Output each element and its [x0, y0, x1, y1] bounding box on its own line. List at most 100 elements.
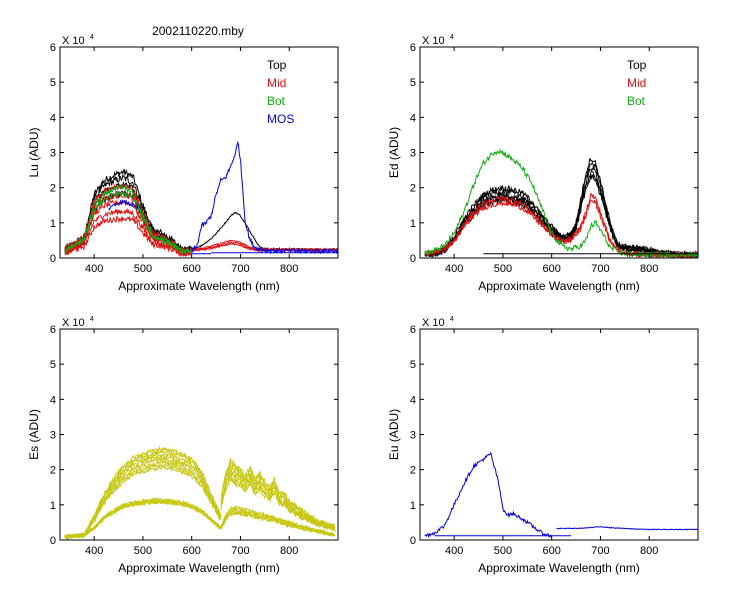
- ed-legend-mid: Mid: [627, 76, 646, 90]
- es-multiplier: X 10: [62, 317, 85, 329]
- es-series-es-2-5: [220, 473, 336, 532]
- ed-xtick-label-700: 700: [591, 263, 609, 275]
- eu-ytick-label-3: 3: [410, 430, 416, 442]
- ed-ytick-label-5: 5: [410, 77, 416, 89]
- ed-xtick-label-500: 500: [494, 263, 512, 275]
- lu-series-top-1-0: [191, 211, 338, 251]
- lu-xtick-label-800: 800: [280, 263, 298, 275]
- lu-legend-top: Top: [267, 58, 287, 72]
- es-series-es-1-4: [64, 500, 221, 539]
- lu-xtick-label-700: 700: [231, 263, 249, 275]
- ed-xtick-label-400: 400: [445, 263, 463, 275]
- lu-ytick-label-2: 2: [50, 183, 56, 195]
- panel-ed: 400 500 600 700 800 0 1 2 3 4 5 6 X 10 4 Approximate W…: [387, 34, 699, 293]
- lu-xlabel: Approximate Wavelength (nm): [118, 279, 280, 293]
- lu-ytick-label-3: 3: [50, 148, 56, 160]
- ed-multiplier: X 10: [422, 35, 445, 47]
- ed-legend-top: Top: [627, 58, 647, 72]
- ed-xlabel: Approximate Wavelength (nm): [478, 279, 640, 293]
- ed-multiplier-exponent: 4: [450, 34, 454, 41]
- eu-ytick-label-2: 2: [410, 465, 416, 477]
- ed-ytick-label-2: 2: [410, 183, 416, 195]
- eu-ylabel: Eu (ADU): [387, 409, 401, 460]
- eu-ytick-label-0: 0: [410, 535, 416, 547]
- eu-ytick-label-6: 6: [410, 324, 416, 336]
- es-series-es-0-7: [64, 465, 221, 540]
- eu-xtick-label-800: 800: [640, 545, 658, 557]
- es-xlabel: Approximate Wavelength (nm): [118, 561, 280, 575]
- panel-es: 400 500 600 700 800 0 1 2 3 4 5 6 X 10 4 Approximate W…: [27, 316, 339, 575]
- lu-series-group: [64, 140, 338, 258]
- ed-ytick-label-3: 3: [410, 148, 416, 160]
- es-ytick-label-2: 2: [50, 465, 56, 477]
- ed-ytick-label-6: 6: [410, 42, 416, 54]
- ed-ytick-label-4: 4: [410, 112, 416, 124]
- eu-series-eu-0-0: [424, 451, 552, 539]
- lu-ylabel: Lu (ADU): [27, 127, 41, 177]
- figure-title: 2002110220.mby: [152, 24, 244, 38]
- ed-legend-bot: Bot: [627, 94, 646, 108]
- es-multiplier-exponent: 4: [90, 316, 94, 323]
- panel-lu: 400 500 600 700 800 0 1 2 3 4 5 6 X 10 4 Approximate W…: [27, 34, 339, 293]
- eu-xtick-label-400: 400: [445, 545, 463, 557]
- es-xtick-label-700: 700: [231, 545, 249, 557]
- es-ytick-label-3: 3: [50, 430, 56, 442]
- lu-legend-mos: MOS: [267, 112, 294, 126]
- ed-series-top-0-2: [424, 165, 698, 258]
- es-ytick-label-1: 1: [50, 500, 56, 512]
- ed-series-top-0-3: [424, 169, 698, 258]
- lu-series-mid-2-4: [64, 215, 192, 258]
- lu-ytick-label-1: 1: [50, 218, 56, 230]
- es-series-group: [64, 445, 336, 540]
- es-xtick-label-400: 400: [85, 545, 103, 557]
- lu-ytick-label-6: 6: [50, 42, 56, 54]
- lu-multiplier: X 10: [62, 35, 85, 47]
- panel-eu: 400 500 600 700 800 0 1 2 3 4 5 6 X 10 4 Approximate W…: [387, 316, 699, 575]
- lu-series-mos-6-0: [191, 140, 338, 255]
- eu-ytick-label-4: 4: [410, 394, 416, 406]
- lu-axes-frame: [59, 46, 339, 259]
- es-ytick-label-5: 5: [50, 359, 56, 371]
- ed-ytick-label-1: 1: [410, 218, 416, 230]
- es-series-es-2-4: [220, 469, 336, 531]
- ed-ylabel: Ed (ADU): [387, 127, 401, 178]
- es-xtick-label-500: 500: [134, 545, 152, 557]
- lu-legend-mid: Mid: [267, 76, 286, 90]
- lu-series-mos-5-0: [108, 199, 139, 211]
- eu-ytick-label-5: 5: [410, 359, 416, 371]
- eu-xlabel: Approximate Wavelength (nm): [478, 561, 640, 575]
- eu-series-eu-2-0: [556, 526, 698, 531]
- lu-legend-bot: Bot: [267, 94, 286, 108]
- eu-xtick-label-600: 600: [543, 545, 561, 557]
- lu-series-mid-2-3: [64, 207, 192, 257]
- es-xtick-label-600: 600: [183, 545, 201, 557]
- es-series-es-3-4: [220, 511, 336, 537]
- lu-xtick-label-500: 500: [134, 263, 152, 275]
- es-xtick-label-800: 800: [280, 545, 298, 557]
- lu-xtick-label-600: 600: [183, 263, 201, 275]
- eu-axes-frame: [419, 328, 699, 541]
- lu-ytick-label-0: 0: [50, 253, 56, 265]
- lu-ytick-label-4: 4: [50, 112, 56, 124]
- lu-ytick-label-5: 5: [50, 77, 56, 89]
- lu-series-mid-3-0: [191, 239, 338, 251]
- es-ytick-label-6: 6: [50, 324, 56, 336]
- eu-multiplier-exponent: 4: [450, 316, 454, 323]
- ed-series-mid-1-1: [424, 199, 698, 258]
- ed-series-group: [424, 148, 698, 258]
- ed-ytick-label-0: 0: [410, 253, 416, 265]
- eu-ytick-label-1: 1: [410, 500, 416, 512]
- es-ylabel: Es (ADU): [27, 409, 41, 460]
- eu-series-group: [424, 451, 698, 539]
- lu-multiplier-exponent: 4: [90, 34, 94, 41]
- ed-xtick-label-600: 600: [543, 263, 561, 275]
- eu-multiplier: X 10: [422, 317, 445, 329]
- es-ytick-label-4: 4: [50, 394, 56, 406]
- lu-xtick-label-400: 400: [85, 263, 103, 275]
- es-ytick-label-0: 0: [50, 535, 56, 547]
- lu-series-bot-4-1: [64, 190, 192, 255]
- es-series-es-2-6: [220, 477, 336, 533]
- eu-xtick-label-500: 500: [494, 545, 512, 557]
- eu-xtick-label-700: 700: [591, 545, 609, 557]
